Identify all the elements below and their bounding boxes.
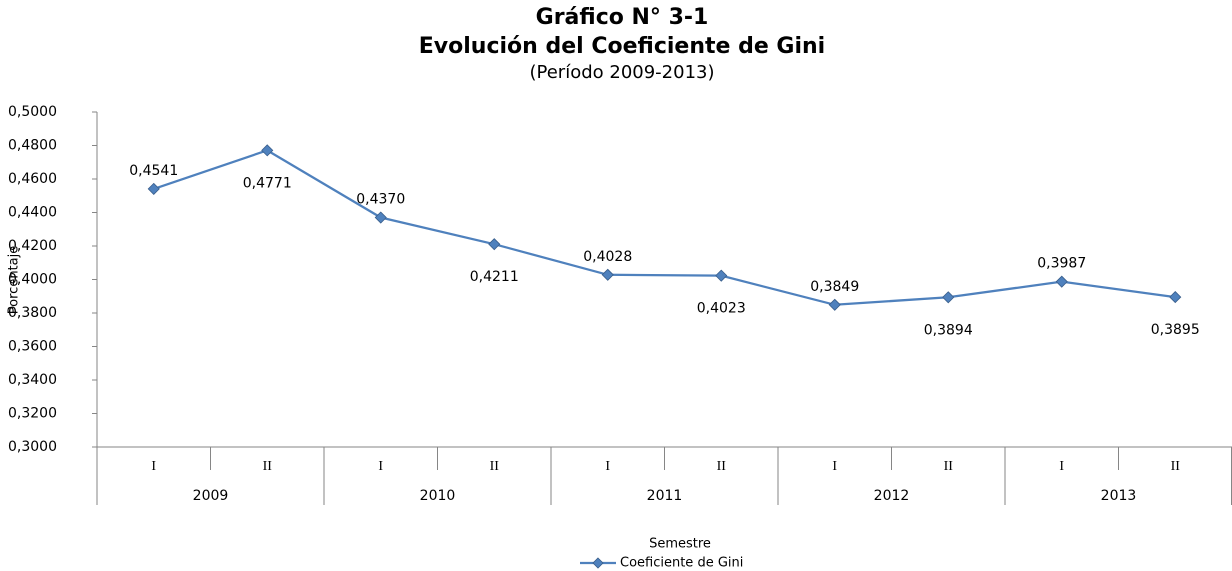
group-label: 2009	[193, 488, 229, 504]
x-tick-label: II	[717, 459, 727, 474]
data-label: 0,4771	[243, 175, 292, 191]
point-marker	[601, 268, 614, 281]
x-tick-label: II	[263, 459, 273, 474]
point-marker	[828, 298, 841, 311]
point-marker	[1055, 275, 1068, 288]
group-label: 2012	[874, 488, 910, 504]
chart-period: (Período 2009-2013)	[529, 62, 714, 83]
y-tick-label: 0,4000	[8, 272, 57, 288]
group-label: 2011	[647, 488, 683, 504]
x-tick-label: I	[832, 459, 837, 474]
legend-marker	[592, 557, 604, 569]
point-marker	[942, 291, 955, 304]
y-tick-label: 0,3600	[8, 339, 57, 355]
x-tick-label: I	[378, 459, 383, 474]
x-tick-label: II	[944, 459, 954, 474]
point-marker	[261, 144, 274, 157]
y-tick-label: 0,3400	[8, 372, 57, 388]
series-line	[153, 149, 1176, 306]
x-tick-label: I	[605, 459, 610, 474]
x-tick-label: II	[1171, 459, 1181, 474]
y-axis-label: Porcentaje	[7, 246, 22, 314]
data-label: 0,3987	[1037, 256, 1086, 272]
y-tick-label: 0,4200	[8, 238, 57, 254]
x-tick-label: II	[490, 459, 500, 474]
y-tick-label: 0,5000	[8, 104, 57, 120]
legend-label: Coeficiente de Gini	[620, 556, 743, 571]
y-tick-label: 0,4800	[8, 138, 57, 154]
x-axis-label: Semestre	[649, 537, 711, 552]
y-tick-label: 0,3000	[8, 439, 57, 455]
chart-subtitle: Evolución del Coeficiente de Gini	[419, 34, 825, 59]
y-tick-label: 0,3800	[8, 305, 57, 321]
data-label: 0,4211	[470, 269, 519, 285]
point-marker	[147, 182, 160, 195]
data-label: 0,3894	[924, 322, 973, 338]
point-marker	[1169, 291, 1182, 304]
x-tick-label: I	[1059, 459, 1064, 474]
data-label: 0,4028	[583, 249, 632, 265]
data-label: 0,3895	[1151, 322, 1200, 338]
point-marker	[374, 211, 387, 224]
data-label: 0,4023	[697, 301, 746, 317]
y-tick-label: 0,3200	[8, 406, 57, 422]
group-label: 2010	[420, 488, 456, 504]
point-marker	[715, 269, 728, 282]
x-tick-label: I	[151, 459, 156, 474]
y-tick-label: 0,4400	[8, 205, 57, 221]
data-label: 0,3849	[810, 279, 859, 295]
group-label: 2013	[1101, 488, 1137, 504]
chart-title: Gráfico N° 3-1	[536, 5, 709, 30]
y-tick-label: 0,4600	[8, 171, 57, 187]
data-label: 0,4370	[356, 192, 405, 208]
data-label: 0,4541	[129, 163, 178, 179]
point-marker	[488, 238, 501, 251]
